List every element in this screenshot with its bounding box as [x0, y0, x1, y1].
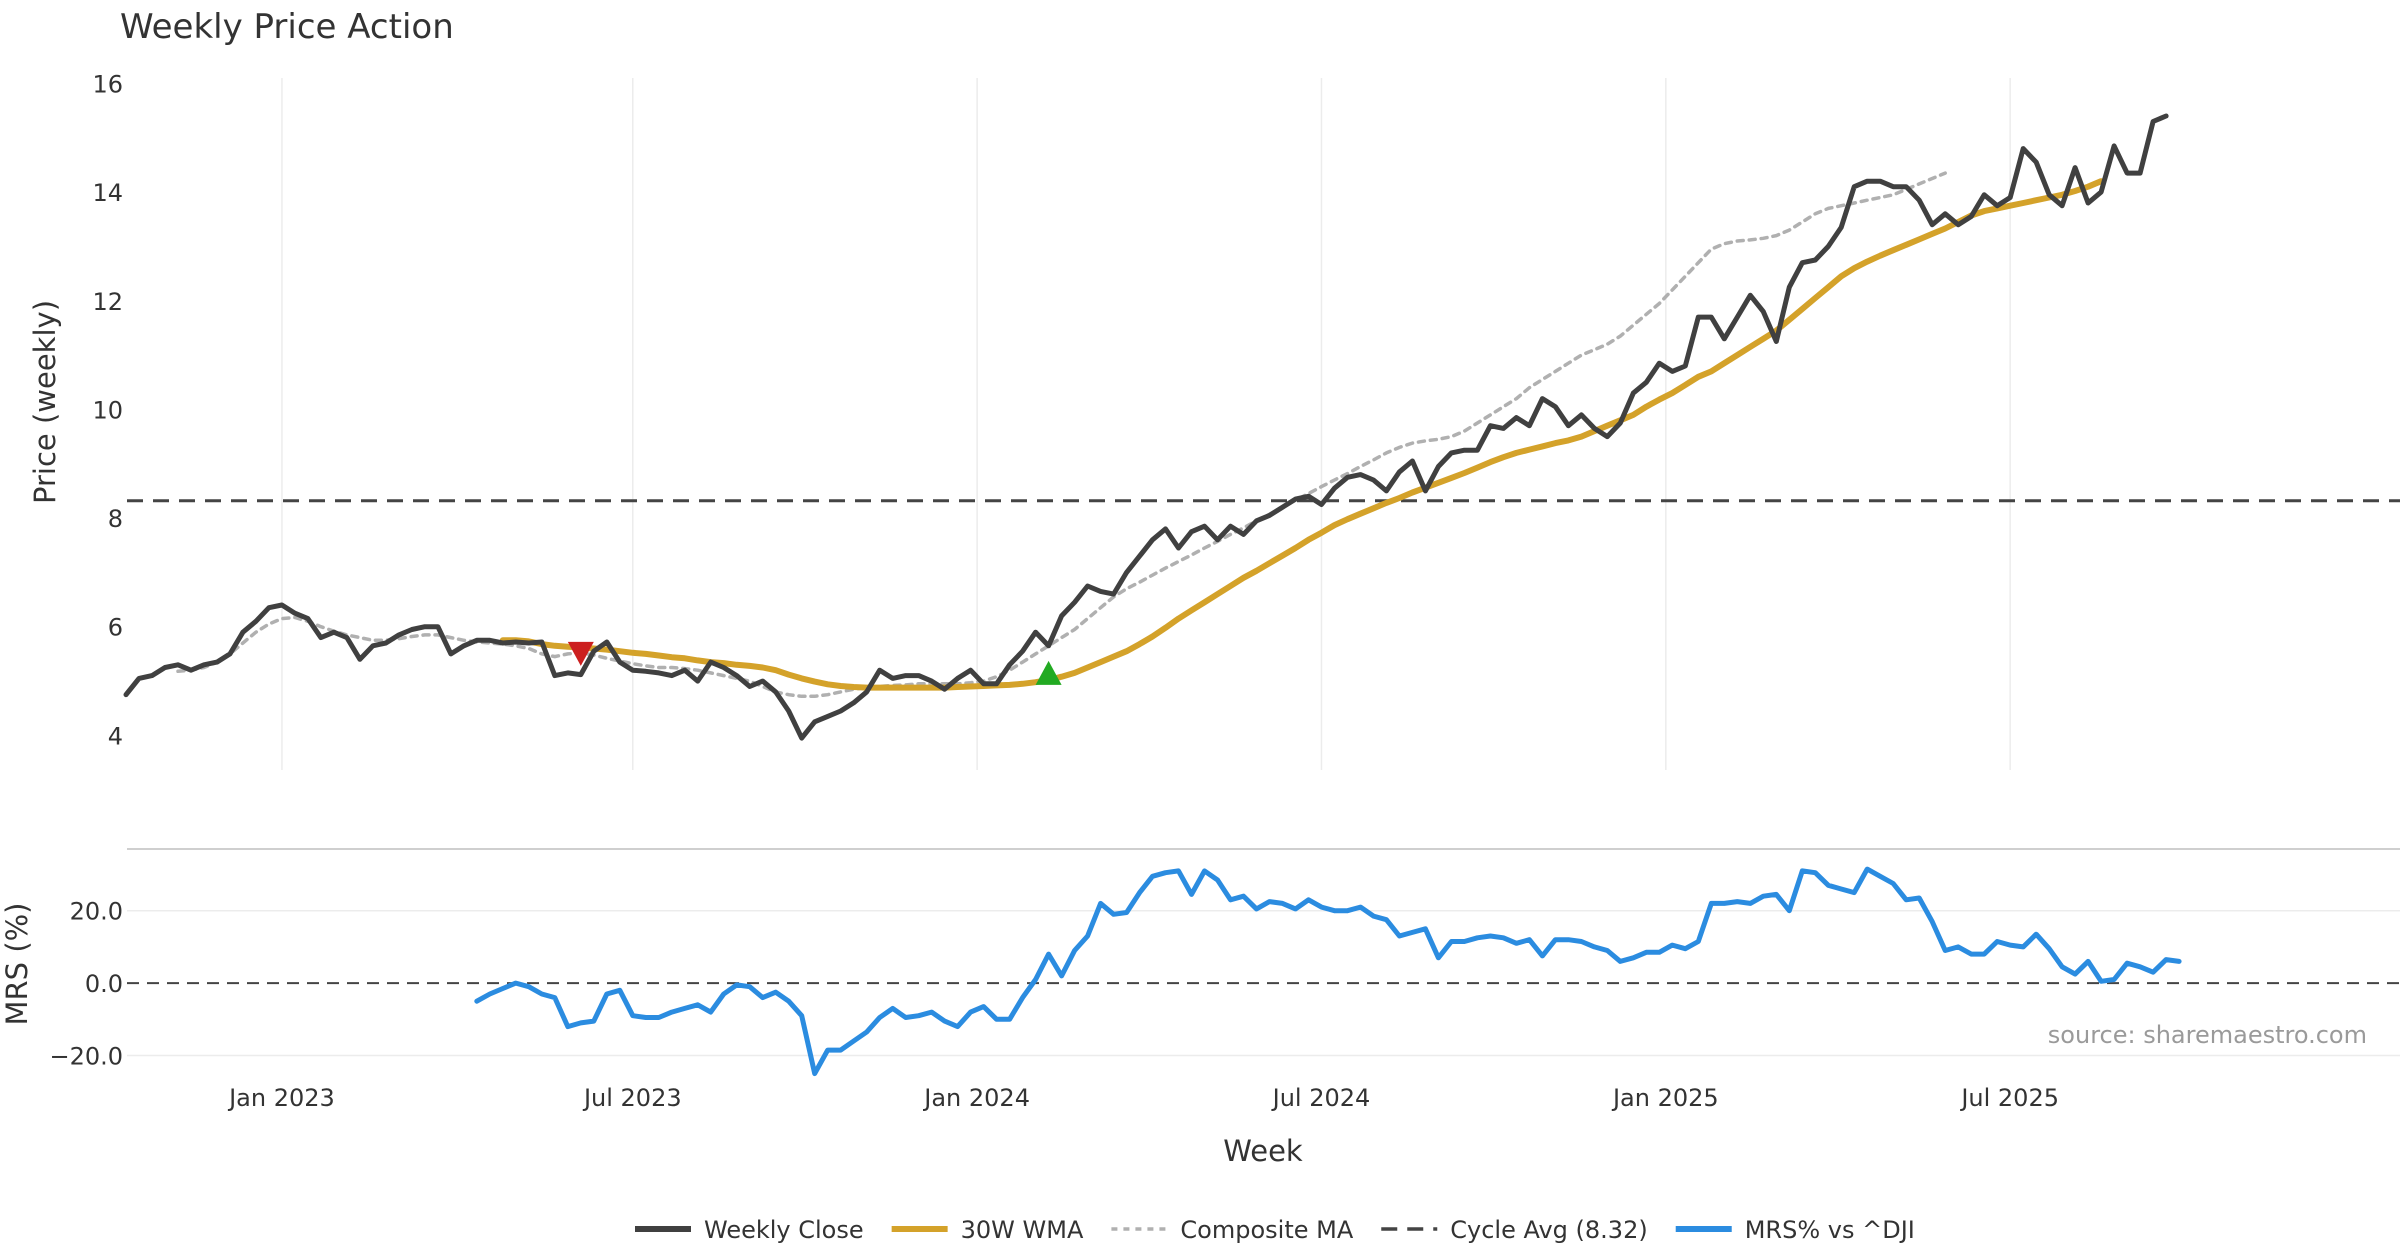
- mrs-y-label: MRS (%): [0, 903, 34, 1026]
- price-series-group: [123, 113, 2169, 741]
- price-ytick-6: 6: [108, 614, 123, 642]
- x-tick-jan-2024: Jan 2024: [922, 1084, 1030, 1112]
- x-tick-jul-2025: Jul 2025: [1959, 1084, 2059, 1112]
- price-ytick-14: 14: [92, 179, 123, 207]
- signal-markers: [567, 641, 1062, 685]
- price-ytick-16: 16: [92, 70, 123, 98]
- sell-signal-marker: [567, 641, 594, 666]
- price-ytick-10: 10: [92, 396, 123, 424]
- mrs-ytick-1: 0.0: [85, 970, 123, 998]
- series-30w-wma: [499, 178, 2105, 691]
- mrs-gridlines: [127, 909, 2400, 1057]
- legend-label-close: Weekly Close: [704, 1216, 864, 1244]
- x-tick-jul-2023: Jul 2023: [582, 1084, 682, 1112]
- series-mrs-vs-dji: [474, 866, 2182, 1077]
- price-gridlines: [281, 78, 2011, 770]
- mrs-series-group: [474, 866, 2182, 1077]
- legend: Weekly Close 30W WMA Composite MA Cycle Avg…: [635, 1216, 1915, 1244]
- price-y-ticks: 4 6 8 10 12 14 16: [92, 70, 123, 750]
- mrs-y-ticks: 20.0 0.0 −20.0: [49, 898, 123, 1071]
- x-axis-label: Week: [1223, 1134, 1303, 1168]
- legend-label-mrs: MRS% vs ^DJI: [1745, 1216, 1915, 1244]
- chart-title: Weekly Price Action: [120, 7, 454, 47]
- price-ytick-12: 12: [92, 288, 123, 316]
- mrs-ytick-2: −20.0: [49, 1043, 123, 1071]
- x-tick-jan-2023: Jan 2023: [227, 1084, 335, 1112]
- price-panel: Weekly Price Action 4 6 8 10 12 14 16 Price (w…: [28, 7, 2400, 770]
- series-weekly-close: [123, 113, 2169, 741]
- legend-label-composite: Composite MA: [1180, 1216, 1353, 1244]
- x-tick-jul-2024: Jul 2024: [1271, 1084, 1371, 1112]
- mrs-ytick-0: 20.0: [70, 898, 123, 926]
- price-ytick-8: 8: [108, 505, 123, 533]
- legend-label-wma: 30W WMA: [961, 1216, 1084, 1244]
- source-note: source: sharemaestro.com: [2048, 1021, 2367, 1049]
- x-tick-labels: Jan 2023 Jul 2023 Jan 2024 Jul 2024 Jan 2025…: [227, 1084, 2059, 1112]
- x-tick-jan-2025: Jan 2025: [1611, 1084, 1719, 1112]
- mrs-panel: 20.0 0.0 −20.0 MRS (%) source: sharemaestr…: [0, 866, 2400, 1077]
- buy-signal-marker: [1035, 660, 1062, 685]
- legend-label-cycle: Cycle Avg (8.32): [1450, 1216, 1647, 1244]
- price-ytick-4: 4: [108, 722, 123, 750]
- price-y-label: Price (weekly): [28, 300, 62, 504]
